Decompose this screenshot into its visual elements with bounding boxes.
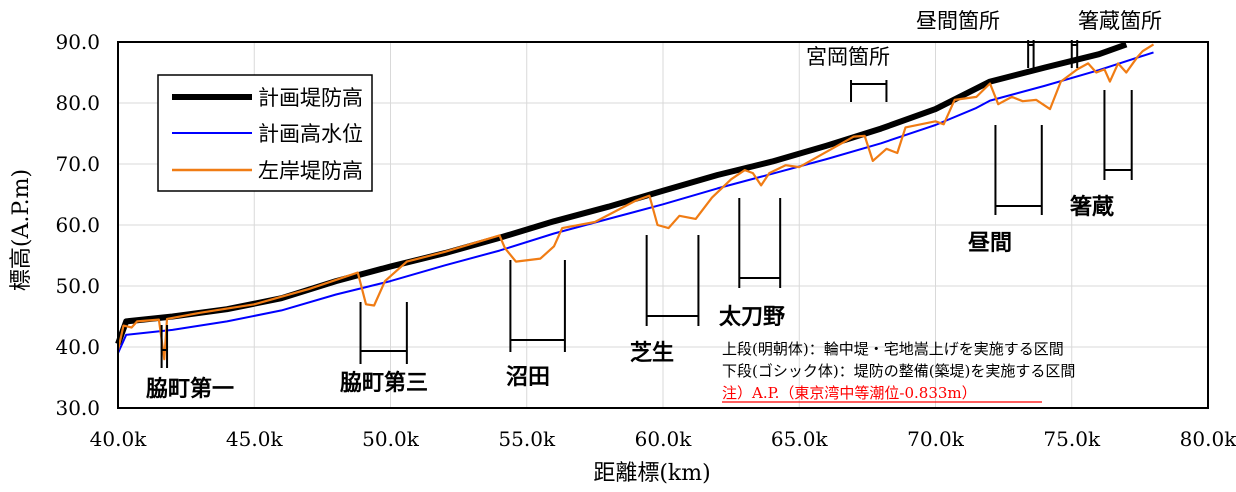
upper-section-label: 箸蔵箇所 [1078, 9, 1162, 33]
legend-label-left-levee: 左岸堤防高 [258, 159, 363, 183]
notes: 上段(明朝体)：輪中堤・宅地嵩上げを実施する区間 下段(ゴシック体)：堤防の整備… [722, 340, 1075, 403]
note-ap: 注）A.P.（東京湾中等潮位-0.833m） [722, 384, 977, 402]
legend-label-plan-flood: 計画高水位 [258, 122, 363, 146]
y-tick-label: 90.0 [55, 30, 100, 54]
y-axis-label: 標高(A.P.m) [9, 169, 34, 291]
y-tick-label: 70.0 [55, 152, 100, 176]
y-tick-label: 50.0 [55, 274, 100, 298]
y-tick-label: 60.0 [55, 213, 100, 237]
x-tick-label: 80.0k [1180, 427, 1236, 451]
note-lower: 下段(ゴシック体)：堤防の整備(築堤)を実施する区間 [722, 362, 1075, 380]
lower-section-label: 昼間 [968, 231, 1012, 256]
series-layer [115, 41, 1155, 361]
y-tick-label: 80.0 [55, 91, 100, 115]
plot-frame [117, 41, 1209, 409]
legend: 計画堤防高 計画高水位 左岸堤防高 [157, 74, 373, 192]
lower-section-label: 脇町第三 [340, 370, 428, 396]
x-tick-label: 75.0k [1043, 427, 1101, 451]
lower-section-label: 沼田 [506, 365, 550, 390]
ticks-layer: 30.0 40.0 50.0 60.0 70.0 80.0 90.0 40.0k 45.0k 50… [55, 30, 1236, 451]
x-tick-label: 40.0k [90, 427, 148, 451]
x-tick-label: 50.0k [362, 427, 420, 451]
x-tick-label: 55.0k [498, 427, 556, 451]
lower-section-label: 太刀野 [719, 305, 785, 330]
note-upper: 上段(明朝体)：輪中堤・宅地嵩上げを実施する区間 [722, 340, 1064, 358]
x-tick-label: 70.0k [907, 427, 965, 451]
lower-section-label: 芝生 [630, 340, 674, 366]
x-tick-label: 65.0k [771, 427, 829, 451]
y-tick-label: 30.0 [55, 396, 100, 420]
series-line-plan-flood [117, 51, 1154, 354]
series-line-left-levee [116, 43, 1155, 361]
upper-section-label: 宮岡箇所 [806, 45, 890, 69]
lower-section-label: 箸蔵 [1070, 194, 1114, 220]
lower-section-label: 脇町第一 [146, 376, 234, 402]
x-axis-label: 距離標(km) [593, 461, 710, 486]
x-tick-label: 45.0k [226, 427, 284, 451]
legend-label-plan-levee: 計画堤防高 [258, 86, 363, 110]
x-tick-label: 60.0k [635, 427, 693, 451]
y-tick-label: 40.0 [55, 335, 100, 359]
upper-section-label: 昼間箇所 [916, 9, 1000, 33]
